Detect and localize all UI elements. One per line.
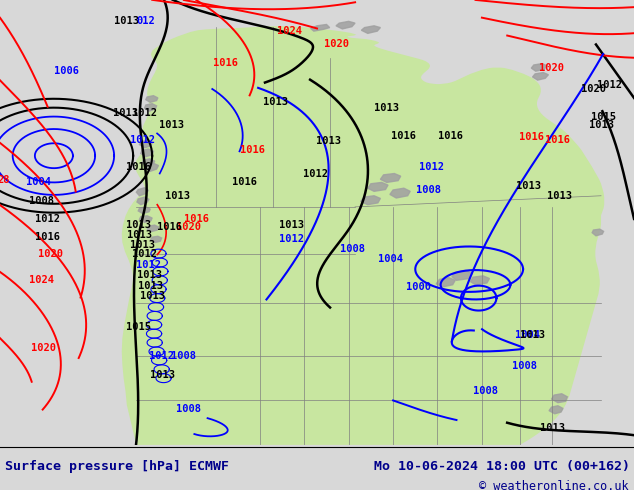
Text: 1013: 1013 — [113, 108, 138, 119]
Polygon shape — [380, 173, 401, 182]
Polygon shape — [452, 270, 472, 280]
Polygon shape — [470, 276, 489, 285]
Text: 1012: 1012 — [35, 214, 60, 224]
Text: 1012: 1012 — [130, 135, 155, 145]
Polygon shape — [552, 394, 567, 403]
Polygon shape — [531, 64, 547, 71]
Polygon shape — [142, 159, 155, 166]
Polygon shape — [122, 26, 604, 445]
Polygon shape — [436, 278, 455, 287]
Text: 1012: 1012 — [418, 162, 444, 172]
Polygon shape — [141, 149, 153, 157]
Text: 1016: 1016 — [437, 131, 463, 141]
Text: Surface pressure [hPa] ECMWF: Surface pressure [hPa] ECMWF — [5, 460, 229, 473]
Text: 1013: 1013 — [158, 121, 184, 130]
Text: 1004: 1004 — [515, 330, 540, 340]
Text: 1020: 1020 — [30, 343, 56, 353]
Text: 1004: 1004 — [25, 177, 51, 187]
Text: 1004: 1004 — [378, 254, 403, 264]
Text: 1013: 1013 — [127, 230, 152, 240]
Text: 012: 012 — [136, 16, 155, 26]
Polygon shape — [361, 26, 380, 33]
Text: 1013: 1013 — [516, 181, 541, 191]
Text: 1016: 1016 — [35, 232, 60, 242]
Polygon shape — [137, 197, 149, 205]
Text: 28: 28 — [0, 175, 10, 185]
Polygon shape — [146, 96, 158, 102]
Polygon shape — [147, 225, 158, 231]
Text: 1013: 1013 — [138, 281, 164, 291]
Text: 1000: 1000 — [406, 282, 431, 292]
Polygon shape — [592, 229, 604, 236]
Text: 1013: 1013 — [279, 220, 304, 230]
Text: 1013: 1013 — [126, 220, 151, 230]
Text: 1008: 1008 — [473, 386, 498, 395]
Polygon shape — [336, 22, 355, 29]
Text: 1020: 1020 — [38, 248, 63, 259]
Text: 1013: 1013 — [129, 240, 155, 250]
Text: 1012: 1012 — [148, 351, 174, 361]
Text: 1013: 1013 — [150, 369, 175, 380]
Text: 1016: 1016 — [184, 214, 209, 224]
Polygon shape — [549, 406, 563, 414]
Text: 1013: 1013 — [137, 270, 162, 280]
Text: 1013: 1013 — [520, 330, 545, 340]
Text: 1020: 1020 — [176, 222, 202, 232]
Text: 1012: 1012 — [136, 260, 161, 270]
Text: 1008: 1008 — [416, 185, 441, 196]
Polygon shape — [533, 73, 548, 80]
Text: 1016: 1016 — [391, 131, 416, 141]
Text: 1012: 1012 — [132, 108, 157, 119]
Polygon shape — [368, 182, 388, 191]
Text: 1015: 1015 — [126, 322, 151, 332]
Polygon shape — [136, 188, 148, 196]
Text: 1013: 1013 — [262, 98, 288, 107]
Polygon shape — [138, 207, 150, 214]
Text: 1020: 1020 — [581, 84, 606, 94]
Text: 1016: 1016 — [157, 222, 183, 232]
Text: 1012: 1012 — [132, 249, 157, 260]
Text: 1016: 1016 — [212, 58, 238, 68]
Text: 1016: 1016 — [240, 146, 265, 155]
Text: 1013: 1013 — [588, 121, 614, 130]
Text: 1013: 1013 — [540, 423, 566, 433]
Text: 1013: 1013 — [139, 292, 165, 301]
Text: 1013: 1013 — [547, 191, 572, 201]
Polygon shape — [146, 163, 158, 172]
Text: Mo 10-06-2024 18:00 UTC (00+162): Mo 10-06-2024 18:00 UTC (00+162) — [374, 460, 630, 473]
Text: 1008: 1008 — [512, 361, 538, 371]
Polygon shape — [390, 188, 410, 198]
Text: 1013: 1013 — [374, 103, 399, 113]
Text: 1016: 1016 — [545, 135, 571, 145]
Text: 1016: 1016 — [232, 177, 257, 187]
Text: 1006: 1006 — [54, 66, 79, 76]
Text: 1024: 1024 — [29, 275, 54, 285]
Text: 1008: 1008 — [171, 351, 197, 361]
Text: 1012: 1012 — [597, 80, 623, 91]
Text: 1008: 1008 — [29, 196, 54, 206]
Text: 1016: 1016 — [126, 162, 151, 172]
Text: 1020: 1020 — [323, 40, 349, 49]
Polygon shape — [139, 216, 152, 222]
Text: 1015: 1015 — [591, 113, 616, 122]
Text: 1008: 1008 — [176, 404, 202, 415]
Polygon shape — [150, 236, 162, 243]
Text: 1012: 1012 — [303, 169, 328, 178]
Text: 1013: 1013 — [316, 136, 341, 146]
Polygon shape — [361, 196, 380, 205]
Text: 1016: 1016 — [519, 132, 544, 142]
Polygon shape — [311, 24, 330, 31]
Text: 1013: 1013 — [165, 191, 190, 201]
Polygon shape — [139, 140, 152, 147]
Text: 1024: 1024 — [276, 26, 302, 36]
Polygon shape — [145, 104, 157, 111]
Text: © weatheronline.co.uk: © weatheronline.co.uk — [479, 480, 629, 490]
Text: 1020: 1020 — [539, 63, 564, 73]
Text: 1008: 1008 — [340, 244, 365, 254]
Text: 1012: 1012 — [279, 234, 304, 245]
Text: 1013: 1013 — [114, 16, 139, 26]
